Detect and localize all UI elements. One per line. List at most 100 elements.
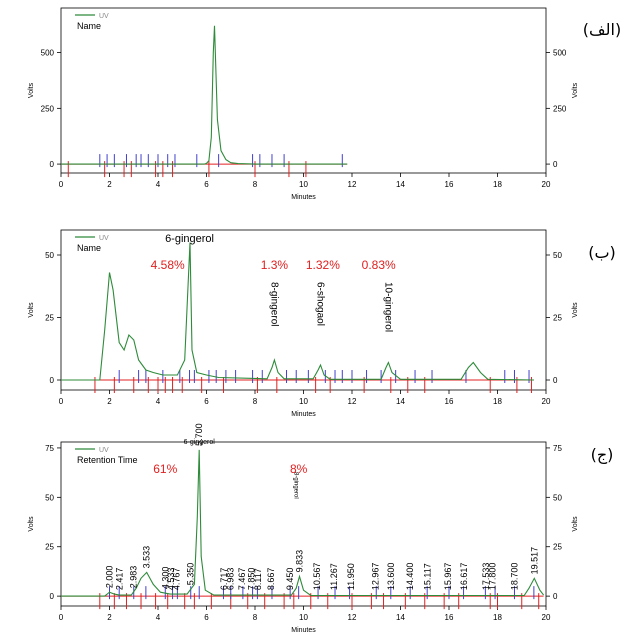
- retention-time-label: 4.767: [172, 568, 182, 591]
- x-tick-label: 14: [396, 180, 405, 189]
- y-tick-label-right: 25: [553, 314, 562, 323]
- retention-time-label: 15.967: [443, 563, 453, 591]
- x-axis-title: Minutes: [291, 411, 316, 418]
- panel-label: (ب): [588, 243, 616, 262]
- peak-name-label: 8-gingerol: [292, 472, 298, 499]
- y-tick-label-left: 75: [45, 444, 54, 453]
- x-tick-label: 16: [445, 613, 454, 622]
- retention-time-label: 2.983: [128, 566, 138, 589]
- y-tick-label-left: 25: [45, 314, 54, 323]
- x-tick-label: 14: [396, 397, 405, 406]
- x-tick-label: 18: [493, 613, 502, 622]
- y-axis-title-left: Volts: [28, 302, 35, 318]
- percent-label: 8%: [290, 462, 308, 476]
- x-tick-label: 16: [445, 397, 454, 406]
- retention-time-label: 16.617: [459, 563, 469, 591]
- y-tick-label-right: 0: [553, 160, 558, 169]
- y-axis-title-right: Volts: [572, 82, 579, 98]
- retention-time-label: 6.983: [225, 568, 235, 591]
- retention-time-label: 13.600: [386, 563, 396, 591]
- uv-trace: [61, 449, 545, 597]
- retention-time-label: 11.267: [329, 563, 339, 590]
- x-tick-label: 6: [204, 613, 209, 622]
- y-axis-title-left: Volts: [28, 516, 35, 532]
- retention-time-label: 15.117: [423, 563, 433, 590]
- y-tick-label-left: 0: [50, 376, 55, 385]
- uv-trace: [61, 242, 534, 381]
- percent-label: 0.83%: [362, 258, 396, 272]
- x-tick-label: 10: [299, 180, 308, 189]
- x-tick-label: 18: [493, 180, 502, 189]
- x-axis-title: Minutes: [291, 194, 316, 201]
- retention-time-label: 17.800: [488, 563, 498, 591]
- x-tick-label: 20: [542, 180, 551, 189]
- retention-time-label: 8.667: [266, 568, 276, 591]
- retention-time-label: 18.700: [509, 563, 519, 591]
- legend-label: Retention Time: [77, 455, 138, 465]
- retention-time-label: 2.000: [105, 566, 115, 589]
- y-tick-label-right: 50: [553, 251, 562, 260]
- x-tick-label: 8: [253, 397, 258, 406]
- retention-time-label: 14.400: [405, 563, 415, 591]
- y-axis-title-right: Volts: [572, 302, 579, 318]
- x-tick-label: 2: [107, 397, 112, 406]
- retention-time-label: 6.717: [219, 568, 229, 591]
- x-tick-label: 16: [445, 180, 454, 189]
- x-tick-label: 8: [253, 180, 258, 189]
- y-tick-label-left: 50: [45, 493, 54, 502]
- chart-panel-2: 0 2 4 6 8 10 12 14 16 18 20 0 0 25 25 50 50 Minutes Volts V…: [28, 229, 616, 418]
- x-tick-label: 6: [204, 180, 209, 189]
- retention-time-label: 7.850: [246, 568, 256, 591]
- y-axis-title-left: Volts: [28, 82, 35, 98]
- retention-time-label: 3.533: [142, 546, 152, 569]
- y-tick-label-right: 75: [553, 444, 562, 453]
- x-tick-label: 10: [299, 397, 308, 406]
- percent-label: 4.58%: [151, 258, 185, 272]
- retention-time-label: 5.350: [186, 563, 196, 586]
- legend-series-name: UV: [99, 447, 109, 454]
- x-tick-label: 18: [493, 397, 502, 406]
- y-tick-label-left: 0: [50, 592, 55, 601]
- x-tick-label: 14: [396, 613, 405, 622]
- retention-time-label: 5.700: [194, 423, 204, 446]
- retention-time-label: 2.417: [115, 568, 125, 591]
- uv-trace: [61, 25, 348, 165]
- x-tick-label: 2: [107, 180, 112, 189]
- x-tick-label: 12: [348, 180, 357, 189]
- retention-time-label: 10.567: [312, 563, 322, 591]
- x-tick-label: 0: [59, 180, 64, 189]
- panel-label: (الف): [583, 20, 621, 39]
- y-tick-label-right: 50: [553, 493, 562, 502]
- y-tick-label-left: 0: [50, 160, 55, 169]
- y-tick-label-right: 500: [553, 49, 567, 58]
- peak-name-label: 6-gingerol: [184, 439, 216, 446]
- retention-time-label: 9.450: [285, 568, 295, 591]
- y-tick-label-left: 500: [41, 49, 55, 58]
- y-axis-title-right: Volts: [572, 516, 579, 532]
- x-tick-label: 4: [156, 397, 161, 406]
- y-tick-label-right: 0: [553, 376, 558, 385]
- legend-series-name: UV: [99, 13, 109, 20]
- x-tick-label: 12: [348, 397, 357, 406]
- panel-label: (ج): [591, 445, 614, 465]
- y-tick-label-right: 250: [553, 104, 567, 113]
- x-tick-label: 20: [542, 397, 551, 406]
- y-tick-label-left: 250: [41, 104, 55, 113]
- x-tick-label: 10: [299, 613, 308, 622]
- percent-label: 61%: [153, 462, 177, 476]
- retention-time-label: 19.517: [529, 547, 539, 575]
- peak-name-label: 6-shogaol: [314, 282, 325, 326]
- retention-time-label: 9.833: [294, 550, 304, 573]
- peak-name-label: 6-gingerol: [165, 233, 214, 245]
- retention-time-label: 7.467: [237, 568, 247, 591]
- y-tick-label-left: 25: [45, 543, 54, 552]
- peak-name-label: 8-gingerol: [268, 282, 279, 326]
- x-tick-label: 20: [542, 613, 551, 622]
- x-tick-label: 8: [253, 613, 258, 622]
- peak-name-label: 10-gingerol: [382, 282, 393, 332]
- plot-frame: [60, 229, 547, 391]
- x-tick-label: 0: [59, 397, 64, 406]
- chart-panel-1: 0 2 4 6 8 10 12 14 16 18 20 0 0 250 250 500 500 Minutes Vo…: [28, 7, 621, 201]
- y-tick-label-right: 25: [553, 543, 562, 552]
